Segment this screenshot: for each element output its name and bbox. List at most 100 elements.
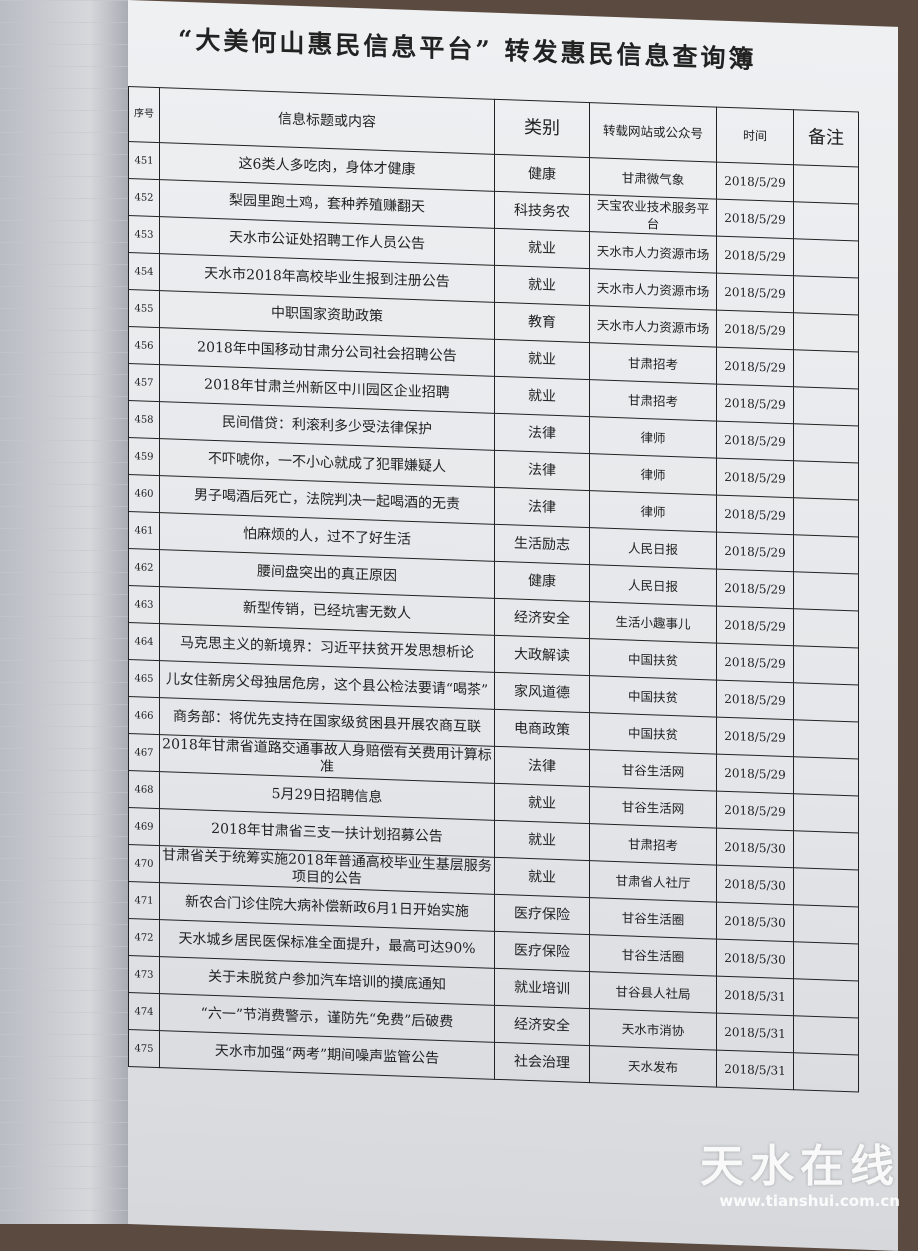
- cell-note: [793, 349, 859, 390]
- cell-no: 473: [128, 955, 160, 994]
- cell-category: 经济安全: [494, 1005, 590, 1046]
- cell-category: 法律: [494, 487, 590, 528]
- cell-date: 2018/5/30: [716, 902, 794, 942]
- cell-no: 468: [128, 770, 160, 809]
- cell-source: 律师: [589, 490, 717, 533]
- cell-source: 甘谷生活网: [589, 749, 717, 792]
- cell-category: 医疗保险: [494, 894, 590, 935]
- cell-note: [793, 830, 859, 871]
- cell-source: 律师: [589, 453, 717, 496]
- cell-source: 人民日报: [589, 527, 717, 570]
- cell-category: 家风道德: [494, 672, 590, 713]
- cell-date: 2018/5/29: [716, 532, 794, 572]
- cell-date: 2018/5/31: [716, 976, 794, 1016]
- cell-no: 469: [128, 807, 160, 846]
- cell-note: [793, 571, 859, 612]
- cell-no: 455: [128, 289, 160, 328]
- cell-source: 律师: [589, 416, 717, 459]
- cell-date: 2018/5/29: [716, 606, 794, 646]
- cell-no: 454: [128, 252, 160, 291]
- cell-source: 甘谷生活网: [589, 786, 717, 829]
- cell-note: [793, 682, 859, 723]
- cell-note: [793, 645, 859, 686]
- watermark-logo: 天水在线: [700, 1141, 900, 1192]
- cell-note: [793, 867, 859, 908]
- cell-source: 天水市人力资源市场: [589, 231, 717, 274]
- cell-date: 2018/5/29: [716, 384, 794, 424]
- cell-category: 医疗保险: [494, 931, 590, 972]
- cell-note: [793, 1052, 859, 1093]
- watermark-url: www.tianshui.com.cn: [719, 1192, 900, 1210]
- header-no: 序号: [128, 86, 160, 143]
- cell-no: 474: [128, 992, 160, 1031]
- cell-source: 甘肃招考: [589, 379, 717, 422]
- cell-no: 453: [128, 215, 160, 254]
- cell-date: 2018/5/29: [716, 717, 794, 757]
- cell-note: [793, 1015, 859, 1056]
- cell-category: 就业: [494, 376, 590, 417]
- cell-note: [793, 941, 859, 982]
- cell-note: [793, 978, 859, 1019]
- cell-no: 456: [128, 326, 160, 365]
- cell-no: 460: [128, 474, 160, 513]
- cell-category: 大政解读: [494, 635, 590, 676]
- cell-date: 2018/5/31: [716, 1050, 794, 1090]
- cell-category: 健康: [494, 561, 590, 602]
- cell-category: 电商政策: [494, 709, 590, 750]
- cell-no: 459: [128, 437, 160, 476]
- cell-no: 457: [128, 363, 160, 402]
- cell-note: [793, 904, 859, 945]
- cell-no: 452: [128, 178, 160, 217]
- cell-category: 就业: [494, 783, 590, 824]
- cell-date: 2018/5/29: [716, 236, 794, 276]
- cell-category: 法律: [494, 746, 590, 787]
- cell-category: 社会治理: [494, 1042, 590, 1083]
- cell-category: 教育: [494, 302, 590, 343]
- cell-category: 就业: [494, 857, 590, 898]
- cell-source: 甘肃招考: [589, 823, 717, 866]
- cell-no: 463: [128, 585, 160, 624]
- cell-no: 466: [128, 696, 160, 735]
- cell-date: 2018/5/29: [716, 310, 794, 350]
- cell-source: 甘谷县人社局: [589, 971, 717, 1014]
- cell-category: 就业: [494, 339, 590, 380]
- cell-date: 2018/5/29: [716, 273, 794, 313]
- cell-note: [793, 460, 859, 501]
- cell-source: 天水市人力资源市场: [589, 305, 717, 348]
- cell-date: 2018/5/29: [716, 162, 794, 202]
- cell-source: 甘谷生活圈: [589, 897, 717, 940]
- sheet-title: “大美何山惠民信息平台” 转发惠民信息查询簿: [178, 24, 757, 74]
- cell-date: 2018/5/29: [716, 347, 794, 387]
- cell-category: 生活励志: [494, 524, 590, 565]
- cell-source: 人民日报: [589, 564, 717, 607]
- cell-source: 生活小趣事儿: [589, 601, 717, 644]
- header-date: 时间: [716, 107, 794, 165]
- header-source: 转载网站或公众号: [589, 102, 717, 163]
- cell-source: 甘肃招考: [589, 342, 717, 385]
- cell-source: 天水市人力资源市场: [589, 268, 717, 311]
- cell-note: [793, 608, 859, 649]
- cell-category: 就业: [494, 228, 590, 269]
- cell-no: 471: [128, 881, 160, 920]
- cell-note: [793, 164, 859, 205]
- cell-source: 天宝农业技术服务平台: [589, 194, 717, 237]
- cell-no: 462: [128, 548, 160, 587]
- cell-note: [793, 312, 859, 353]
- cell-source: 天水市消协: [589, 1008, 717, 1051]
- cell-category: 经济安全: [494, 598, 590, 639]
- cell-no: 475: [128, 1029, 160, 1068]
- cell-source: 中国扶贫: [589, 638, 717, 681]
- cell-category: 就业培训: [494, 968, 590, 1009]
- cell-no: 470: [128, 844, 160, 883]
- cell-date: 2018/5/29: [716, 495, 794, 535]
- cell-no: 465: [128, 659, 160, 698]
- records-table: 序号 信息标题或内容 类别 转载网站或公众号 时间 备注 451 这6类人多吃肉，…: [128, 86, 859, 1093]
- left-notebook-page: [0, 0, 128, 1224]
- cell-no: 451: [128, 141, 160, 180]
- cell-category: 健康: [494, 154, 590, 195]
- cell-note: [793, 756, 859, 797]
- cell-category: 就业: [494, 265, 590, 306]
- cell-note: [793, 719, 859, 760]
- cell-note: [793, 534, 859, 575]
- cell-date: 2018/5/29: [716, 458, 794, 498]
